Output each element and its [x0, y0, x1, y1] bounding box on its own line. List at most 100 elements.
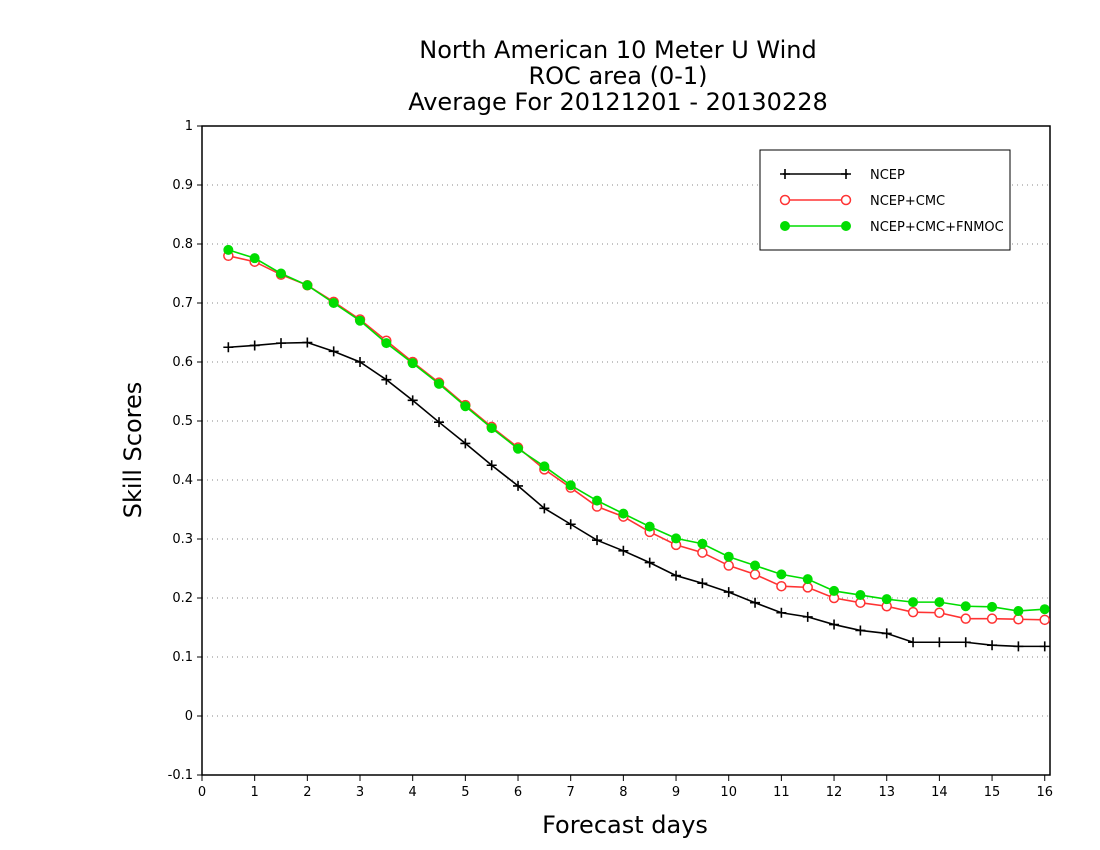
x-tick-label: 8: [619, 785, 627, 800]
data-point: [780, 221, 790, 231]
y-tick-label: 0.8: [172, 237, 193, 252]
data-point: [302, 280, 313, 291]
data-point: [381, 374, 392, 385]
data-point: [908, 597, 919, 608]
data-point: [855, 590, 866, 601]
data-point: [302, 337, 313, 348]
y-tick-label: 0.2: [172, 591, 193, 606]
legend-item: NCEP+CMC+FNMOC: [780, 220, 1004, 235]
series-ncep-cmc-fnmoc: [223, 244, 1050, 616]
data-point: [697, 547, 708, 558]
data-point: [1013, 605, 1024, 616]
data-point: [934, 597, 945, 608]
data-point: [276, 268, 287, 279]
series-layer: [223, 244, 1050, 652]
x-axis: 0 1 2 3 4 5 6 7 8 9 10 11 12 13 14 15 16: [198, 775, 1053, 800]
data-point: [776, 607, 787, 618]
x-tick-label: 11: [773, 785, 790, 800]
data-point: [618, 545, 629, 556]
data-point: [776, 569, 787, 580]
data-point: [780, 169, 790, 179]
y-tick-label: 0.6: [172, 355, 193, 370]
data-point: [460, 438, 471, 449]
data-point: [592, 535, 603, 546]
series-line: [228, 255, 1045, 621]
data-point: [802, 574, 813, 585]
data-point: [881, 594, 892, 605]
data-point: [434, 378, 445, 389]
data-point: [671, 533, 682, 544]
data-point: [407, 358, 418, 369]
data-point: [750, 560, 761, 571]
y-tick-label: 0.9: [172, 178, 193, 193]
legend-label: NCEP: [870, 168, 905, 183]
data-point: [960, 637, 971, 648]
data-point: [434, 417, 445, 428]
data-point: [802, 611, 813, 622]
data-point: [328, 346, 339, 357]
y-tick-label: 0.3: [172, 532, 193, 547]
data-point: [908, 637, 919, 648]
data-point: [618, 508, 629, 519]
x-tick-label: 15: [984, 785, 1001, 800]
data-point: [802, 582, 813, 593]
x-tick-label: 5: [461, 785, 469, 800]
plot-frame: [201, 125, 1051, 776]
y-axis: -0.1 0 0.1 0.2 0.3 0.4 0.5 0.6 0.7 0.8 0.9 1: [168, 119, 202, 783]
data-point: [565, 519, 576, 530]
data-point: [723, 551, 734, 562]
title-line-1: North American 10 Meter U Wind: [419, 36, 816, 64]
data-point: [1039, 614, 1050, 626]
data-point: [776, 580, 787, 592]
x-tick-label: 9: [672, 785, 680, 800]
data-point: [960, 601, 971, 612]
data-point: [1039, 604, 1050, 615]
x-tick-label: 10: [720, 785, 737, 800]
data-point: [987, 640, 998, 651]
data-point: [644, 557, 655, 568]
data-point: [328, 298, 339, 308]
data-point: [960, 613, 971, 624]
data-point: [381, 338, 392, 349]
data-point: [223, 244, 234, 255]
data-point: [723, 560, 734, 571]
x-tick-label: 13: [878, 785, 895, 800]
data-point: [486, 423, 497, 434]
chart-title: North American 10 Meter U Wind ROC area …: [408, 36, 828, 116]
y-tick-label: 0.7: [172, 296, 193, 311]
x-tick-label: 16: [1036, 785, 1053, 800]
x-tick-label: 14: [931, 785, 948, 800]
data-point: [407, 395, 418, 406]
data-point: [855, 625, 866, 636]
legend-label: NCEP+CMC+FNMOC: [870, 220, 1004, 235]
y-axis-label: Skill Scores: [119, 382, 147, 519]
data-point: [750, 597, 761, 608]
data-point: [249, 340, 260, 351]
title-line-2: ROC area (0-1): [528, 62, 707, 90]
x-tick-label: 6: [514, 785, 522, 800]
data-point: [539, 461, 550, 472]
data-point: [881, 628, 892, 639]
data-point: [565, 480, 576, 491]
data-point: [697, 578, 708, 589]
data-point: [986, 613, 998, 624]
y-tick-label: 1: [185, 119, 193, 134]
data-point: [907, 606, 919, 618]
data-point: [644, 521, 655, 532]
series-ncep: [223, 337, 1050, 652]
x-axis-label: Forecast days: [542, 811, 708, 839]
x-tick-label: 12: [826, 785, 843, 800]
y-tick-label: 0: [185, 709, 193, 724]
series-ncep-cmc: [223, 250, 1050, 626]
data-point: [841, 221, 851, 231]
legend: NCEP NCEP+CMC NCEP+CMC+FNMOC: [759, 149, 1011, 251]
data-point: [276, 338, 287, 349]
data-point: [592, 495, 603, 506]
series-line: [228, 341, 1045, 648]
data-point: [1013, 641, 1024, 652]
data-point: [1013, 613, 1024, 625]
x-tick-label: 7: [567, 785, 575, 800]
data-point: [249, 253, 260, 264]
x-tick-label: 1: [251, 785, 259, 800]
